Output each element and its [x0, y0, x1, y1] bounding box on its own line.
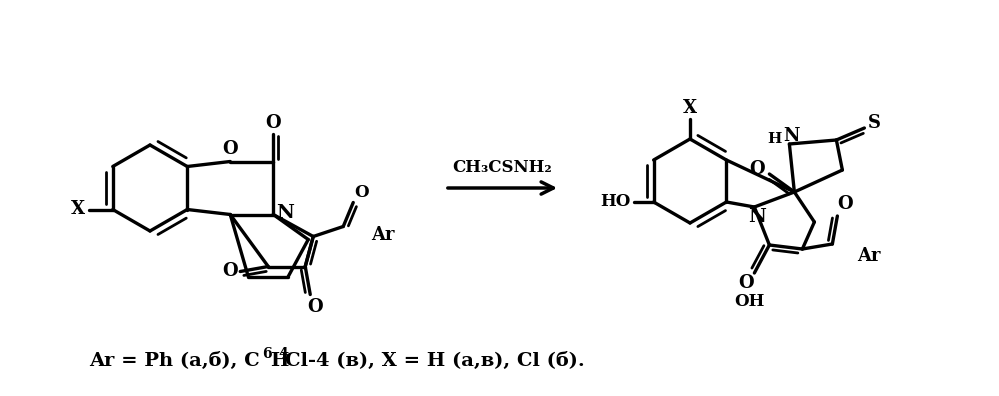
Text: O: O [223, 263, 238, 280]
Text: H: H [270, 352, 289, 370]
Text: HO: HO [600, 194, 630, 211]
Text: Cl-4 (в), X = H (а,в), Cl (б).: Cl-4 (в), X = H (а,в), Cl (б). [285, 352, 584, 370]
Text: X: X [683, 99, 697, 117]
Text: Ar: Ar [857, 247, 881, 265]
Text: H: H [767, 132, 781, 146]
Text: N: N [748, 208, 766, 226]
Text: S: S [868, 114, 881, 132]
Text: N: N [277, 204, 294, 221]
Text: O: O [837, 195, 853, 213]
Text: 4: 4 [278, 347, 288, 361]
Text: Ar = Ph (а,б), C: Ar = Ph (а,б), C [89, 352, 260, 370]
Text: O: O [223, 141, 238, 158]
Text: O: O [354, 184, 369, 201]
Text: OH: OH [734, 293, 764, 310]
Text: O: O [266, 114, 281, 131]
Text: O: O [308, 297, 323, 316]
Text: Ar: Ar [372, 225, 395, 244]
Text: O: O [738, 274, 754, 292]
Text: 6: 6 [262, 347, 272, 361]
Text: X: X [71, 200, 85, 219]
Text: O: O [749, 160, 765, 178]
Text: CH₃CSNH₂: CH₃CSNH₂ [453, 160, 552, 177]
Text: N: N [783, 127, 799, 145]
